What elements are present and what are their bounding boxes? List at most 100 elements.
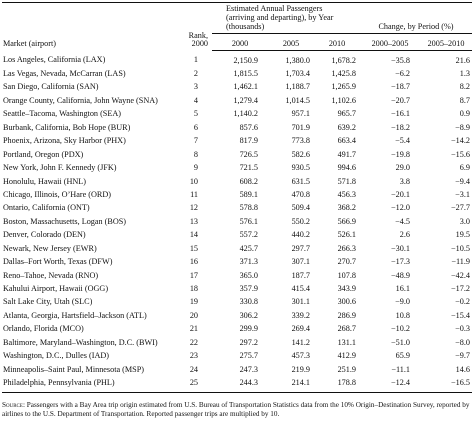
table-row: Orange County, California, John Wayne (S… [2, 94, 472, 107]
year-2000-cell: 817.9 [239, 136, 258, 146]
group-line-2: (arriving and departing), by Year [226, 12, 334, 22]
year-2005-cell: 301.1 [291, 297, 310, 307]
year-2010-header: 2010 [314, 33, 360, 51]
year-2000-cell: 365.0 [239, 270, 258, 280]
year-2005-cell: 219.9 [291, 364, 310, 374]
year-2005-cell: 307.1 [291, 257, 310, 267]
market-cell: San Diego, California (SAN) [3, 82, 99, 92]
rank-cell: 8 [193, 149, 198, 159]
change-period-2-cell: −14.2 [451, 136, 470, 146]
table-row: Salt Lake City, Utah (SLC) 19 330.8 301.1 30… [2, 296, 472, 309]
passengers-group-header: Estimated Annual Passengers (arriving an… [212, 2, 360, 34]
rank-cell: 4 [193, 95, 198, 105]
change-period-1-cell: −4.5 [395, 216, 410, 226]
rank-cell: 22 [189, 337, 198, 347]
change-period-2-cell: −11.9 [451, 257, 470, 267]
change-period-1-cell: 2.6 [399, 230, 410, 240]
year-2010-cell: 107.8 [337, 270, 356, 280]
year-2010-cell: 270.7 [337, 257, 356, 267]
year-2010-cell: 368.2 [337, 203, 356, 213]
rank-cell: 25 [170, 376, 212, 393]
change-period-2-cell: −9.7 [455, 351, 470, 361]
market-header: Market (airport) [2, 2, 170, 51]
year-2005-cell: 187.7 [291, 270, 310, 280]
rank-cell: 1 [193, 55, 198, 65]
year-2005-cell: 339.2 [291, 310, 310, 320]
rank-cell: 20 [189, 310, 198, 320]
year-2005-cell: 1,014.5 [285, 95, 310, 105]
change-period-2-cell: −16.5 [420, 376, 472, 393]
year-2000-header: 2000 [212, 33, 268, 51]
rank-cell: 19 [189, 297, 198, 307]
year-2000-cell: 425.7 [239, 243, 258, 253]
year-2010-cell: 994.6 [337, 163, 356, 173]
year-2000-cell: 275.7 [239, 351, 258, 361]
year-2010-cell: 456.3 [337, 189, 356, 199]
year-2010-cell: 300.6 [337, 297, 356, 307]
change-period-1-cell: −20.7 [391, 95, 410, 105]
year-2010-cell: 566.9 [337, 216, 356, 226]
market-cell: Ontario, California (ONT) [3, 203, 90, 213]
change-period-2-cell: −3.1 [455, 189, 470, 199]
year-2005-header: 2005 [268, 33, 314, 51]
rank-cell: 17 [189, 270, 198, 280]
change-period-2-cell: −15.4 [451, 310, 470, 320]
table-row: Portland, Oregon (PDX) 8 726.5 582.6 491.7 −1… [2, 148, 472, 161]
table-row: New York, John F. Kennedy (JFK) 9 721.5 930… [2, 162, 472, 175]
change-period-1-cell: −20.1 [391, 189, 410, 199]
year-2000-cell: 2,150.9 [233, 55, 258, 65]
table-row: Reno–Tahoe, Nevada (RNO) 17 365.0 187.7 107.… [2, 269, 472, 282]
passenger-table: Market (airport) Rank, 2000 Estimated An… [2, 2, 472, 393]
market-cell: Newark, New Jersey (EWR) [3, 243, 97, 253]
year-2000-cell: 1,279.4 [233, 95, 258, 105]
change-period-1-cell: −18.7 [391, 82, 410, 92]
year-2005-cell: 1,380.0 [285, 55, 310, 65]
change-period-1-cell: −11.1 [391, 364, 410, 374]
year-2000-cell: 726.5 [239, 149, 258, 159]
change-period-2-cell: 0.9 [459, 109, 470, 119]
rank-cell: 7 [193, 136, 198, 146]
year-2005-cell: 701.9 [291, 122, 310, 132]
change-period-2-cell: −0.3 [455, 324, 470, 334]
change-period-1-cell: −19.8 [391, 149, 410, 159]
change-period-1-cell: −5.4 [395, 136, 410, 146]
year-2000-cell: 1,462.1 [233, 82, 258, 92]
table-body: Los Angeles, California (LAX) 1 2,150.9 1,3… [2, 51, 472, 393]
year-2000-cell: 371.3 [239, 257, 258, 267]
rank-cell: 3 [193, 82, 198, 92]
year-2010-cell: 286.9 [337, 310, 356, 320]
market-cell: Phoenix, Arizona, Sky Harbor (PHX) [3, 136, 126, 146]
rank-cell: 6 [193, 122, 198, 132]
year-2000-cell: 589.1 [239, 189, 258, 199]
year-2005-cell: 1,703.4 [285, 69, 310, 79]
rank-cell: 5 [193, 109, 198, 119]
year-2000-cell: 1,815.5 [233, 69, 258, 79]
change-period-1-cell: 10.8 [395, 310, 410, 320]
change-period-1-cell: −10.2 [391, 324, 410, 334]
change-period-2-cell: −10.5 [451, 243, 470, 253]
market-cell: Dallas–Fort Worth, Texas (DFW) [3, 257, 113, 267]
change-period-2-cell: 14.6 [455, 364, 470, 374]
year-2010-cell: 266.3 [337, 243, 356, 253]
rank-cell: 12 [189, 203, 198, 213]
table-row: Honolulu, Hawaii (HNL) 10 608.2 631.5 571.8 3… [2, 175, 472, 188]
change-period-1-cell: 29.0 [395, 163, 410, 173]
year-2005-cell: 297.7 [291, 243, 310, 253]
change-period-2-cell: 3.0 [459, 216, 470, 226]
year-2010-cell: 1,265.9 [331, 82, 356, 92]
year-2005-cell: 440.2 [291, 230, 310, 240]
table-row: Washington, D.C., Dulles (IAD) 23 275.7 457… [2, 350, 472, 363]
market-cell: Minneapolis–Saint Paul, Minnesota (MSP) [3, 364, 145, 374]
rank-cell: 15 [189, 243, 198, 253]
market-cell: Seattle–Tacoma, Washington (SEA) [3, 109, 121, 119]
change-period-1-cell: −12.0 [391, 203, 410, 213]
table-row: Newark, New Jersey (EWR) 15 425.7 297.7 266.… [2, 242, 472, 255]
market-cell: Baltimore, Maryland–Washington, D.C. (BW… [3, 337, 158, 347]
year-2005-cell: 631.5 [291, 176, 310, 186]
year-2005-cell: 141.2 [291, 337, 310, 347]
rank-cell: 11 [190, 189, 198, 199]
year-2005-cell: 582.6 [291, 149, 310, 159]
change-period-1-cell: −17.3 [391, 257, 410, 267]
year-2010-cell: 1,678.2 [331, 55, 356, 65]
